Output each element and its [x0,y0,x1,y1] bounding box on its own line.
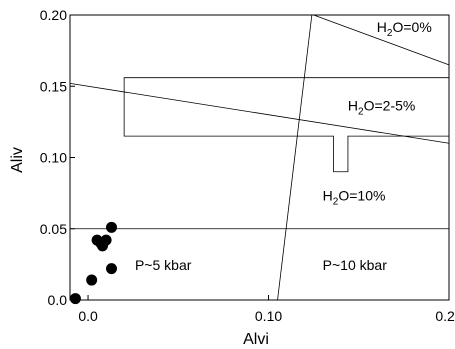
y-tick-label-3: 0.15 [40,78,67,94]
annotation-3: P~5 kbar [135,257,192,273]
annotations: H2O=0% H2O=2-5% H2O=10% P~5 kbar P~10 kbar [135,19,432,273]
y-tick-label-2: 0.10 [40,150,67,166]
reference-line-3 [313,14,450,66]
data-point-5 [100,234,112,246]
y-axis-label: Aliv [9,147,26,173]
reference-lines [69,14,450,301]
x-tick-label-2: 0.20 [435,308,455,324]
annotation-0: H2O=0% [377,19,432,39]
data-point-7 [106,263,118,275]
axes: 0.0 0.10 0.20 0.0 0.05 0.10 0.15 0.20 [40,7,455,324]
y-tick-label-4: 0.20 [40,7,67,23]
y-tick-label-1: 0.05 [40,221,67,237]
data-points [69,221,118,305]
region-outline-group [123,77,450,173]
plot-frame [69,14,450,301]
annotation-1: H2O=2-5% [348,97,415,117]
reference-line-1 [277,14,313,301]
data-point-6 [106,221,118,233]
x-tick-label-0: 0.0 [78,308,98,324]
x-axis-label: Alvi [243,331,269,348]
data-point-0 [69,293,81,305]
water-region-outline [123,77,450,173]
annotation-4: P~10 kbar [323,257,388,273]
reference-line-2 [69,83,450,144]
x-tick-label-1: 0.10 [255,308,282,324]
data-point-1 [86,274,98,286]
annotation-2: H2O=10% [323,187,386,207]
y-tick-label-0: 0.0 [48,292,68,308]
